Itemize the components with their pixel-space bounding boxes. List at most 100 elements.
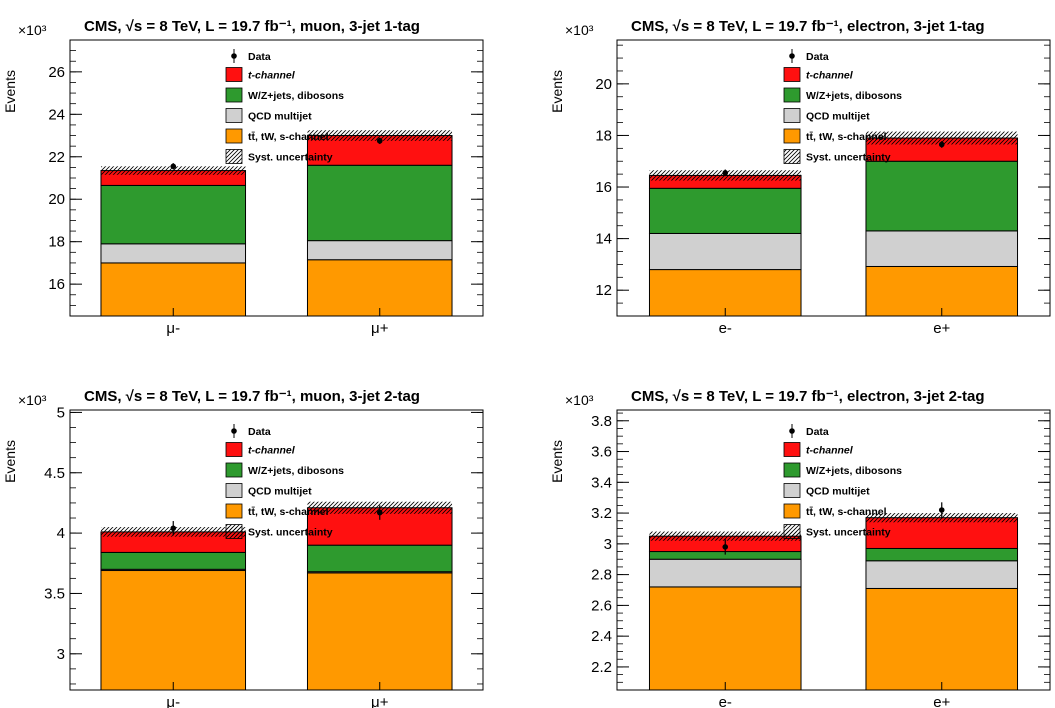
legend-label-syst: Syst. uncertainty (248, 527, 333, 539)
chart-panel: e-e+ 2.2 2.4 2.6 2.8 3 3.2 3.4 3.6 3.8 CMS, √s = 8… (549, 388, 1051, 708)
legend-label-qcd: QCD multijet (806, 486, 870, 498)
legend-label-wz: W/Z+jets, dibosons (806, 465, 902, 477)
legend-label-ttbar: tt̄, tW, s-channel (248, 506, 329, 518)
data-point (170, 525, 177, 532)
plot-frame (616, 409, 1051, 691)
legend-label-t_channel: t-channel (806, 445, 854, 457)
x-tick-label: μ+ (371, 320, 389, 337)
y-tick-label: 3.2 (591, 505, 612, 522)
chart-title: CMS, √s = 8 TeV, L = 19.7 fb⁻¹, electron… (631, 388, 985, 405)
bar-segment-wz (865, 160, 1019, 232)
y-tick-label: 12 (595, 282, 612, 299)
legend-swatch-syst (783, 149, 801, 164)
y-axis-label: Events (2, 70, 18, 113)
legend-swatch-syst (783, 524, 801, 539)
bar-segment-wz (100, 184, 247, 245)
y-tick-label: 2.8 (591, 567, 612, 584)
y-tick-label: 4.5 (44, 465, 65, 482)
legend-swatch-wz (225, 462, 243, 478)
y-axis-label: Events (2, 440, 18, 483)
y-tick-label: 3 (57, 646, 65, 663)
axis-multiplier: ×10³ (18, 22, 47, 38)
legend-label-data: Data (248, 51, 271, 63)
legend-swatch-syst (225, 149, 243, 164)
legend-label-data: Data (248, 426, 271, 438)
bar-segment-ttbar (100, 570, 247, 691)
chart-panel: μ-μ+ 16 18 20 22 24 26 CMS, √s = 8 TeV, L = 19.… (2, 18, 484, 337)
legend-swatch-t_channel (225, 442, 243, 457)
y-tick-label: 3.6 (591, 444, 612, 461)
bar-segment-qcd (100, 243, 247, 264)
bar-segment-wz (306, 544, 453, 573)
bar-segment-qcd (306, 240, 453, 261)
syst-uncertainty-band (100, 166, 246, 175)
y-tick-label: 2.6 (591, 597, 612, 614)
bar-segment-qcd (648, 558, 802, 588)
y-tick-label: 16 (48, 276, 65, 293)
y-tick-label: 3 (604, 536, 612, 553)
x-tick-label: e- (719, 320, 732, 337)
legend-swatch-qcd (225, 483, 243, 498)
bar-segment-ttbar (306, 259, 453, 317)
plot-frame (616, 39, 1051, 317)
data-point (170, 163, 177, 170)
bar-segment-ttbar (865, 265, 1019, 317)
legend-label-data: Data (806, 51, 829, 63)
data-point (938, 141, 945, 148)
y-tick-label: 20 (48, 191, 65, 208)
legend-label-wz: W/Z+jets, dibosons (806, 90, 902, 102)
axis-multiplier: ×10³ (565, 392, 594, 408)
syst-uncertainty-band (649, 531, 802, 541)
legend: Data t-channel W/Z+jets, dibosons QCD multi… (225, 424, 344, 539)
legend-label-wz: W/Z+jets, dibosons (248, 90, 344, 102)
y-tick-label: 20 (595, 76, 612, 93)
data-point (722, 544, 729, 550)
legend-label-ttbar: tt̄, tW, s-channel (806, 506, 887, 518)
legend: Data t-channel W/Z+jets, dibosons QCD multi… (783, 49, 902, 164)
legend-swatch-wz (783, 87, 801, 103)
bar-segment-ttbar (306, 572, 453, 691)
legend-swatch-t_channel (783, 67, 801, 82)
legend-label-t_channel: t-channel (248, 445, 296, 457)
legend-swatch-t_channel (225, 67, 243, 82)
y-tick-label: 18 (48, 234, 65, 251)
bar-segment-wz (648, 187, 802, 234)
legend-swatch-ttbar (783, 503, 801, 519)
legend-swatch-t_channel (783, 442, 801, 457)
bar-segment-wz (865, 547, 1019, 562)
axis-multiplier: ×10³ (565, 22, 594, 38)
y-tick-label: 14 (595, 231, 612, 248)
chart-title: CMS, √s = 8 TeV, L = 19.7 fb⁻¹, electron… (631, 18, 985, 35)
legend-label-qcd: QCD multijet (248, 111, 312, 123)
plot-frame (69, 409, 484, 691)
bar-segment-wz (306, 164, 453, 242)
chart-title: CMS, √s = 8 TeV, L = 19.7 fb⁻¹, muon, 3-… (84, 18, 420, 35)
y-axis-label: Events (549, 440, 565, 483)
legend-label-syst: Syst. uncertainty (806, 527, 891, 539)
legend-label-data: Data (806, 426, 829, 438)
legend: Data t-channel W/Z+jets, dibosons QCD multi… (783, 424, 902, 539)
chart-panel: μ-μ+ 3 3.5 4 4.5 5 CMS, √s = 8 TeV, L = 19.7 f… (2, 388, 484, 708)
legend-swatch-ttbar (783, 128, 801, 144)
y-tick-label: 2.2 (591, 659, 612, 676)
legend-swatch-qcd (225, 108, 243, 123)
syst-uncertainty-band (865, 131, 1018, 145)
y-tick-label: 22 (48, 149, 65, 166)
data-point (722, 170, 729, 176)
legend-label-ttbar: tt̄, tW, s-channel (248, 131, 329, 143)
data-point (938, 507, 945, 513)
bar-segment-qcd (648, 232, 802, 271)
x-tick-label: e+ (933, 694, 950, 708)
x-tick-label: e- (719, 694, 732, 708)
y-tick-label: 16 (595, 179, 612, 196)
bar-segment-ttbar (100, 262, 247, 317)
syst-uncertainty-band (307, 130, 453, 141)
x-tick-label: μ- (166, 694, 180, 708)
legend-label-t_channel: t-channel (806, 70, 854, 82)
bar-segment-ttbar (648, 586, 802, 691)
y-tick-label: 3.5 (44, 585, 65, 602)
chart-title: CMS, √s = 8 TeV, L = 19.7 fb⁻¹, muon, 3-… (84, 388, 420, 405)
y-tick-label: 4 (57, 525, 65, 542)
chart-panel: e-e+ 12 14 16 18 20 CMS, √s = 8 TeV, L = 19.7 … (549, 18, 1051, 337)
